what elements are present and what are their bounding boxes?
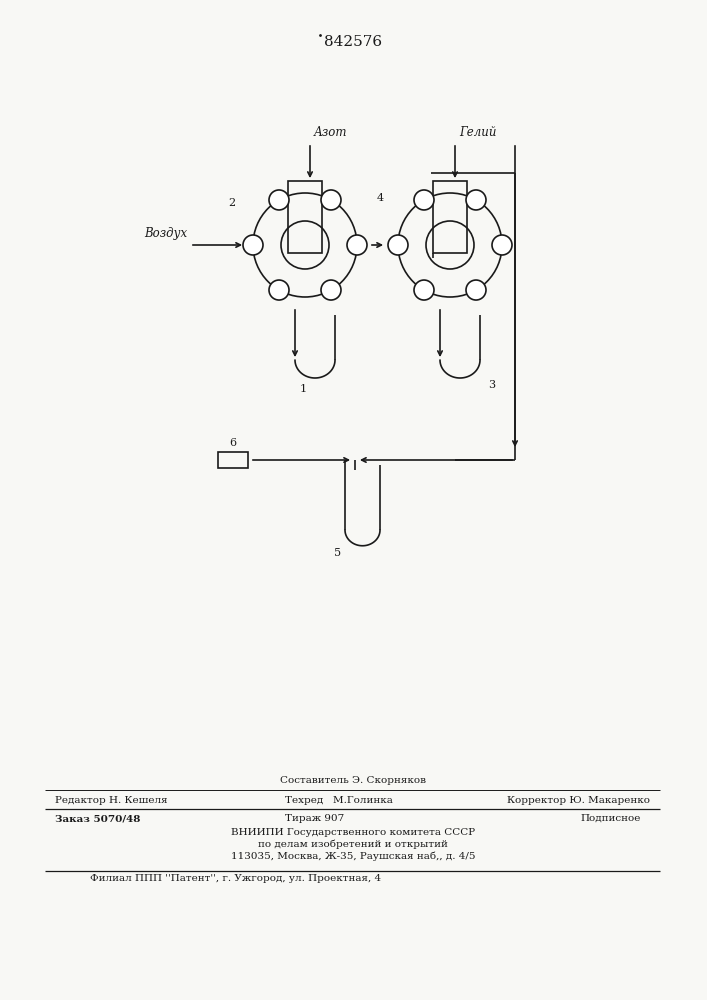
Text: 3: 3 bbox=[488, 380, 495, 390]
Text: Воздух: Воздух bbox=[144, 227, 187, 240]
Text: Тираж 907: Тираж 907 bbox=[285, 814, 344, 823]
Text: 6: 6 bbox=[230, 438, 237, 448]
Text: 4: 4 bbox=[377, 193, 384, 203]
Circle shape bbox=[492, 235, 512, 255]
Text: 1: 1 bbox=[300, 384, 307, 394]
Circle shape bbox=[414, 280, 434, 300]
Circle shape bbox=[388, 235, 408, 255]
Text: Гелий: Гелий bbox=[459, 126, 496, 139]
Circle shape bbox=[321, 280, 341, 300]
Circle shape bbox=[243, 235, 263, 255]
Circle shape bbox=[321, 190, 341, 210]
Bar bbox=[288, 181, 322, 253]
Circle shape bbox=[466, 280, 486, 300]
Text: по делам изобретений и открытий: по делам изобретений и открытий bbox=[258, 840, 448, 849]
Text: 5: 5 bbox=[334, 548, 341, 558]
Text: 113035, Москва, Ж-35, Раушская наб,, д. 4/5: 113035, Москва, Ж-35, Раушская наб,, д. … bbox=[230, 852, 475, 861]
Text: Техред   М.Голинка: Техред М.Голинка bbox=[285, 796, 393, 805]
Circle shape bbox=[269, 190, 289, 210]
Bar bbox=[433, 181, 467, 253]
Text: Подписное: Подписное bbox=[580, 814, 641, 823]
Circle shape bbox=[466, 190, 486, 210]
Text: Корректор Ю. Макаренко: Корректор Ю. Макаренко bbox=[507, 796, 650, 805]
Circle shape bbox=[269, 280, 289, 300]
Text: 842576: 842576 bbox=[324, 35, 382, 49]
Text: 2: 2 bbox=[228, 198, 235, 208]
Text: Заказ 5070/48: Заказ 5070/48 bbox=[55, 814, 141, 823]
Text: ВНИИПИ Государственного комитета СССР: ВНИИПИ Государственного комитета СССР bbox=[231, 828, 475, 837]
Text: Азот: Азот bbox=[314, 126, 348, 139]
Text: Редактор Н. Кешеля: Редактор Н. Кешеля bbox=[55, 796, 168, 805]
Circle shape bbox=[347, 235, 367, 255]
Bar bbox=[218, 452, 248, 468]
Text: Филиал ППП ''Патент'', г. Ужгород, ул. Проектная, 4: Филиал ППП ''Патент'', г. Ужгород, ул. П… bbox=[90, 874, 381, 883]
Circle shape bbox=[414, 190, 434, 210]
Text: Составитель Э. Скорняков: Составитель Э. Скорняков bbox=[280, 776, 426, 785]
